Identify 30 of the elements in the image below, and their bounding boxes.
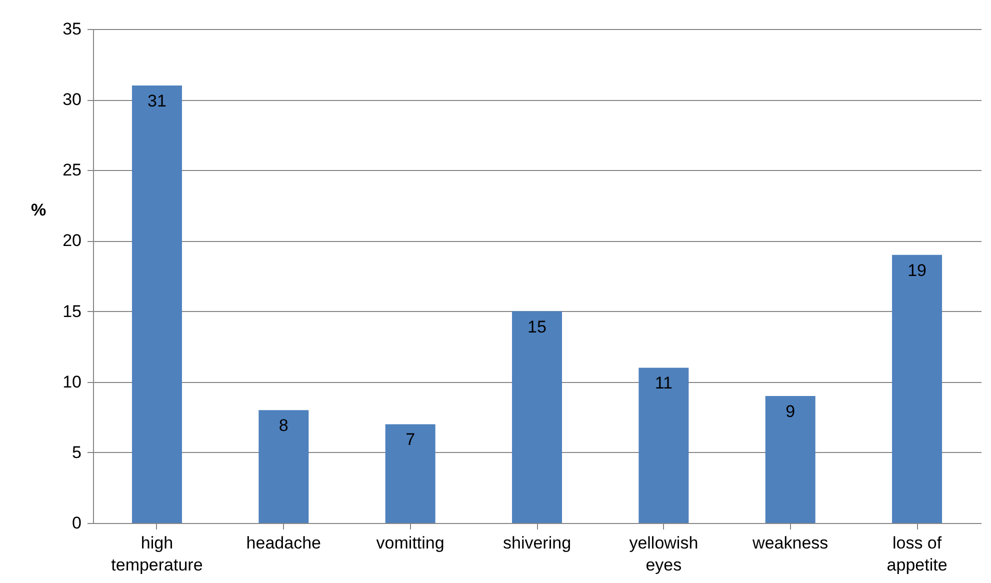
y-tick-label: 25 bbox=[62, 160, 82, 180]
bar bbox=[638, 368, 689, 523]
x-tick-label: headache bbox=[246, 534, 321, 552]
data-label: 11 bbox=[654, 374, 673, 393]
x-tick-label: vomitting bbox=[376, 534, 444, 552]
y-tick-label: 35 bbox=[62, 20, 82, 38]
bar bbox=[512, 311, 562, 523]
data-label: 15 bbox=[528, 317, 546, 336]
x-tick-label: weakness bbox=[752, 534, 828, 552]
y-tick-label: 15 bbox=[62, 302, 82, 321]
data-label: 31 bbox=[148, 91, 166, 110]
y-axis-title: % bbox=[30, 200, 46, 220]
x-tick-label: loss of appetite bbox=[886, 534, 948, 574]
y-tick-label: 30 bbox=[62, 90, 82, 110]
y-tick-label: 20 bbox=[62, 231, 82, 250]
bar bbox=[385, 424, 436, 523]
x-tick-label: yellowish eyes bbox=[629, 534, 698, 574]
data-label: 8 bbox=[278, 416, 288, 436]
y-tick-label: 5 bbox=[72, 442, 82, 462]
data-label: 19 bbox=[908, 260, 926, 280]
x-tick-label: high temperature bbox=[111, 534, 203, 574]
y-tick-label: 0 bbox=[72, 514, 82, 532]
bar bbox=[132, 85, 182, 523]
bar bbox=[258, 410, 309, 523]
data-label: 9 bbox=[786, 402, 796, 421]
y-tick-label: 10 bbox=[62, 372, 82, 392]
data-label: 7 bbox=[406, 430, 416, 450]
x-tick-label: shivering bbox=[502, 534, 572, 552]
bar bbox=[765, 396, 816, 523]
bar bbox=[892, 254, 942, 523]
